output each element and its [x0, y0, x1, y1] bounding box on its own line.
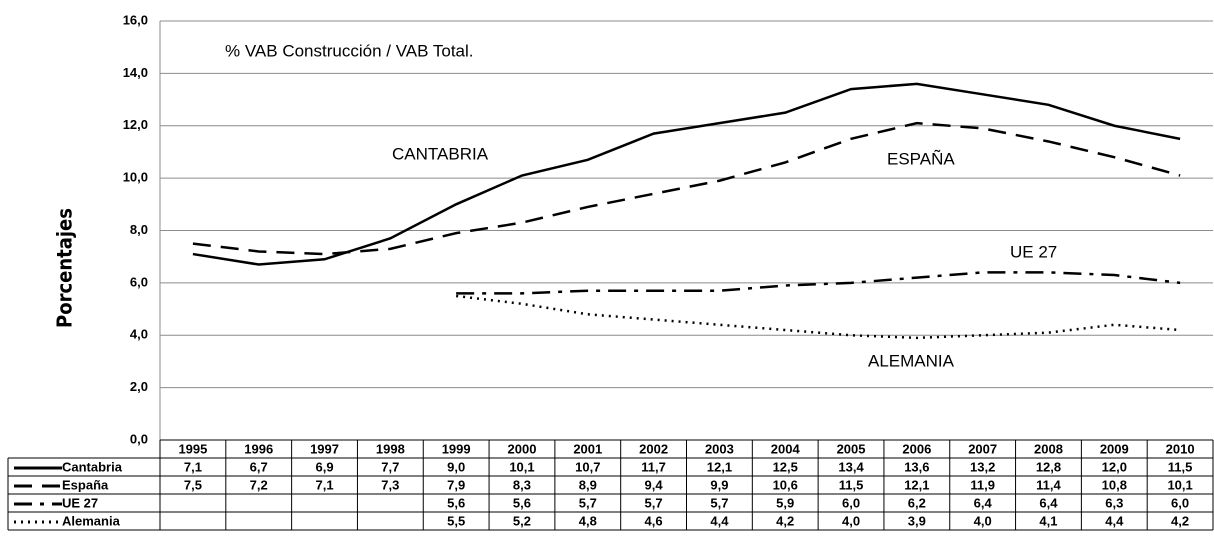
table-cell: 11,4: [1036, 477, 1061, 492]
table-cell: 6,3: [1105, 495, 1123, 510]
table-cell: 7,5: [184, 477, 202, 492]
table-cell: 7,7: [381, 459, 399, 474]
x-tick-label: 1995: [178, 441, 207, 456]
table-cell: 10,6: [773, 477, 798, 492]
table-cell: 4,8: [579, 513, 597, 528]
table-cell: 10,1: [509, 459, 534, 474]
table-cell: 7,9: [447, 477, 465, 492]
y-tick-label: 12,0: [123, 117, 148, 132]
table-cell: 6,7: [250, 459, 268, 474]
table-cell: 5,7: [579, 495, 597, 510]
table-cell: 4,2: [1171, 513, 1189, 528]
x-tick-label: 2005: [837, 441, 866, 456]
table-cell: 7,1: [184, 459, 202, 474]
x-tick-label: 2004: [771, 441, 801, 456]
x-tick-label: 2001: [573, 441, 602, 456]
table-cell: 12,5: [773, 459, 798, 474]
table-cell: 11,5: [839, 477, 864, 492]
table-cell: 7,3: [381, 477, 399, 492]
table-cell: 13,6: [904, 459, 929, 474]
annotation: ESPAÑA: [887, 149, 955, 168]
table-cell: 3,9: [908, 513, 926, 528]
table-cell: 6,4: [1039, 495, 1058, 510]
table-cell: 9,0: [447, 459, 465, 474]
table-cell: 9,9: [710, 477, 728, 492]
x-tick-label: 2010: [1166, 441, 1195, 456]
table-cell: 6,9: [315, 459, 333, 474]
table-cell: 12,0: [1102, 459, 1127, 474]
x-tick-label: 2000: [508, 441, 537, 456]
table-cell: 5,6: [513, 495, 531, 510]
table-cell: 8,9: [579, 477, 597, 492]
x-tick-label: 2002: [639, 441, 668, 456]
table-cell: 10,7: [575, 459, 600, 474]
table-cell: 8,3: [513, 477, 531, 492]
series-line: [456, 294, 1181, 340]
x-tick-label: 1998: [376, 441, 405, 456]
table-cell: 4,2: [776, 513, 794, 528]
y-tick-label: 0,0: [130, 431, 148, 446]
x-tick-label: 1996: [244, 441, 273, 456]
table-cell: 4,4: [1105, 513, 1124, 528]
y-tick-label: 6,0: [130, 274, 148, 289]
table-cell: 12,1: [707, 459, 732, 474]
series-line: [192, 82, 1181, 266]
y-axis-label: Porcentajes: [53, 208, 77, 328]
table-cell: 13,2: [970, 459, 995, 474]
table-cell: 4,0: [842, 513, 860, 528]
x-tick-label: 1999: [442, 441, 471, 456]
table-cell: 6,0: [1171, 495, 1189, 510]
legend-label: España: [62, 477, 109, 492]
table-cell: 5,2: [513, 513, 531, 528]
table-cell: 5,7: [710, 495, 728, 510]
annotation: UE 27: [1010, 242, 1057, 261]
annotation: CANTABRIA: [392, 144, 489, 163]
table-cell: 12,8: [1036, 459, 1061, 474]
table-cell: 10,1: [1167, 477, 1192, 492]
legend-label: Alemania: [62, 513, 121, 528]
table-cell: 6,0: [842, 495, 860, 510]
table-cell: 4,1: [1039, 513, 1057, 528]
y-tick-label: 4,0: [130, 327, 148, 342]
x-tick-label: 2009: [1100, 441, 1129, 456]
y-tick-label: 14,0: [123, 65, 148, 80]
table-cell: 9,4: [645, 477, 664, 492]
annotation: ALEMANIA: [868, 351, 955, 370]
x-tick-label: 2007: [968, 441, 997, 456]
x-tick-label: 2006: [902, 441, 931, 456]
table-cell: 11,9: [970, 477, 995, 492]
table-cell: 11,7: [641, 459, 666, 474]
table-cell: 11,5: [1168, 459, 1193, 474]
series-line: [456, 271, 1181, 295]
table-cell: 6,2: [908, 495, 926, 510]
table-cell: 7,1: [315, 477, 333, 492]
y-tick-label: 8,0: [130, 222, 148, 237]
table-cell: 13,4: [838, 459, 864, 474]
x-tick-label: 2003: [705, 441, 734, 456]
chart-title: % VAB Construcción / VAB Total.: [225, 41, 474, 60]
y-tick-label: 16,0: [123, 12, 148, 27]
table-cell: 12,1: [904, 477, 929, 492]
table-cell: 5,6: [447, 495, 465, 510]
table-cell: 7,2: [250, 477, 268, 492]
table-cell: 5,5: [447, 513, 465, 528]
y-tick-label: 2,0: [130, 379, 148, 394]
x-tick-label: 2008: [1034, 441, 1063, 456]
table-cell: 4,4: [710, 513, 729, 528]
table-cell: 5,9: [776, 495, 794, 510]
x-tick-label: 1997: [310, 441, 339, 456]
table-cell: 6,4: [974, 495, 993, 510]
legend-label: Cantabria: [62, 459, 123, 474]
table-cell: 4,0: [974, 513, 992, 528]
table-cell: 5,7: [645, 495, 663, 510]
y-tick-label: 10,0: [123, 170, 148, 185]
table-cell: 4,6: [645, 513, 663, 528]
legend-label: UE 27: [62, 495, 98, 510]
table-cell: 10,8: [1102, 477, 1127, 492]
series-line: [192, 121, 1181, 256]
